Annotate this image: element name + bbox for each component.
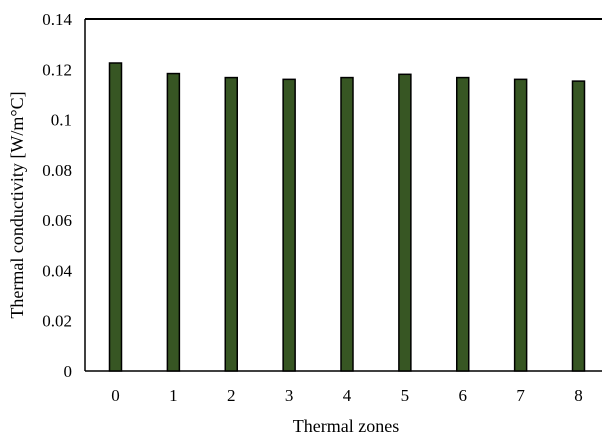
x-tick-label: 3 — [285, 386, 294, 405]
bar-zone-0 — [108, 62, 123, 372]
y-tick-label: 0 — [64, 362, 73, 381]
y-axis-title: Thermal conductivity [W/m°C] — [7, 91, 27, 318]
bar-zone-8 — [571, 80, 586, 372]
x-tick-label: 7 — [516, 386, 525, 405]
y-tick-label: 0.1 — [51, 111, 72, 130]
bar-zone-5 — [398, 73, 412, 372]
bar-zone-3 — [282, 78, 296, 372]
bar-zone-4 — [340, 76, 354, 372]
x-tick-label: 5 — [401, 386, 410, 405]
bar-zone-1 — [166, 72, 181, 372]
bar-zone-2 — [224, 76, 238, 372]
bar-zone-6 — [456, 76, 470, 372]
x-tick-label: 1 — [169, 386, 178, 405]
y-tick-label: 0.04 — [42, 261, 72, 280]
x-tick-label: 8 — [574, 386, 583, 405]
y-tick-label: 0.08 — [42, 161, 72, 180]
x-axis-title: Thermal zones — [293, 416, 399, 436]
y-tick-label: 0.14 — [42, 10, 72, 29]
x-tick-label: 0 — [111, 386, 120, 405]
bar-zone-7 — [513, 78, 528, 372]
bars-group — [108, 62, 586, 372]
y-tick-label: 0.12 — [42, 60, 72, 79]
y-tick-labels: 0 0.02 0.04 0.06 0.08 0.1 0.12 0.14 — [42, 10, 72, 381]
y-tick-label: 0.02 — [42, 312, 72, 331]
x-tick-labels: 0 1 2 3 4 5 6 7 8 — [111, 386, 583, 405]
x-tick-label: 2 — [227, 386, 236, 405]
x-tick-label: 6 — [459, 386, 468, 405]
x-tick-label: 4 — [343, 386, 352, 405]
y-tick-label: 0.06 — [42, 211, 72, 230]
